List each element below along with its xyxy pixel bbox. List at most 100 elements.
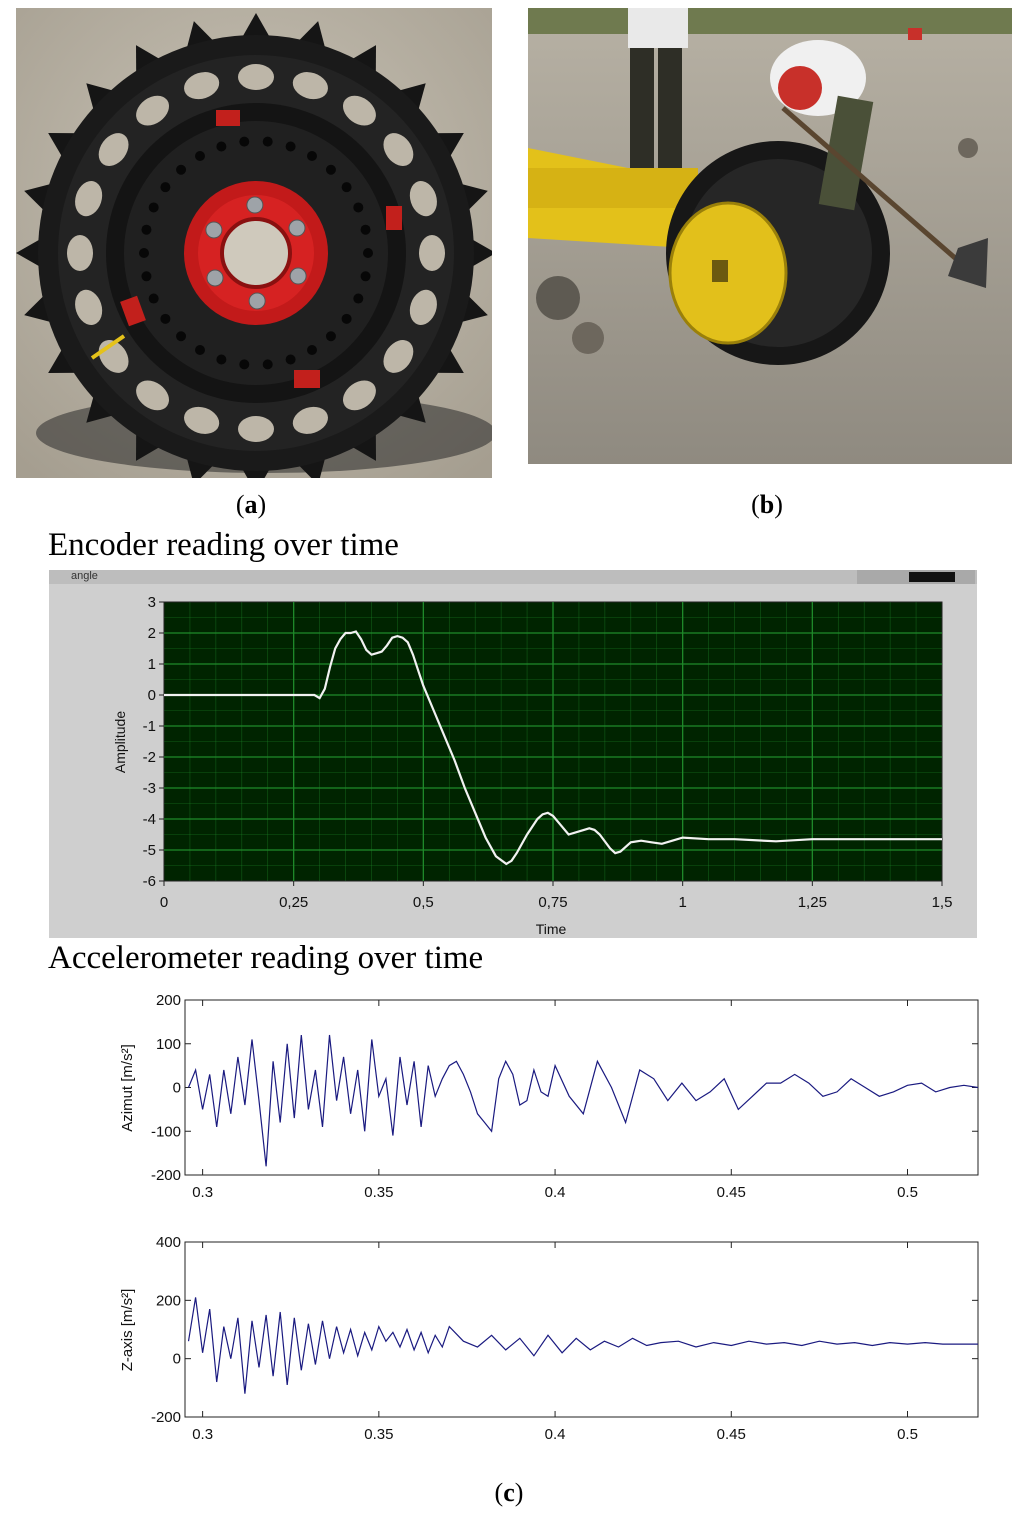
wheel-window — [184, 406, 220, 434]
wheel-bolt-hole — [341, 313, 352, 324]
encoder-x-axis-label: Time — [536, 921, 567, 937]
azimut-plot-area: 200 100 0 -100 -200 0.3 0.35 0.4 0.45 0.5 — [151, 992, 979, 1201]
z-axis-y-axis-label: Z-axis [m/s²] — [119, 1289, 136, 1372]
azimut-x-tick-label: 0.4 — [545, 1184, 566, 1201]
wheel-bolt-hole — [285, 141, 296, 152]
azimut-y-tick-label: -200 — [151, 1167, 181, 1184]
encoder-y-axis-label: Amplitude — [112, 711, 128, 773]
wheel-window — [136, 380, 169, 411]
wheel-bolt-hole — [176, 331, 187, 342]
encoder-plot-area: 0 0,25 0,5 0,75 1 1,25 1,5 3 2 1 0 -1 -2 -3 -4 -5 -6 — [143, 594, 953, 911]
encoder-x-tick-label: 1,5 — [932, 894, 953, 911]
wheel-bolt-hole — [360, 271, 371, 282]
wheel-window — [136, 95, 169, 126]
wheel-window — [238, 64, 274, 90]
wheel-bolt-hole — [353, 202, 364, 213]
wheel-bolt-hole — [360, 224, 371, 235]
wheel-bolt-holes — [139, 136, 373, 370]
azimut-y-axis-label: Azimut [m/s²] — [119, 1044, 136, 1132]
azimut-x-tick-label: 0.5 — [897, 1184, 918, 1201]
encoder-x-tick-label: 0,25 — [279, 894, 308, 911]
wheel-window — [238, 416, 274, 442]
wheel-bolt-hole — [341, 182, 352, 193]
wheel-bolt-hole — [141, 224, 152, 235]
wheel-bolt-hole — [307, 344, 317, 355]
wheel-window — [98, 133, 129, 166]
encoder-y-tick-label: 2 — [148, 625, 156, 642]
encoder-y-tick-label: -2 — [143, 749, 156, 766]
wheel-window — [409, 181, 437, 217]
panel-a-label: (a) — [235, 490, 267, 519]
azimut-y-tick-label: 200 — [156, 992, 181, 1009]
z-axis-y-tick-label: 400 — [156, 1234, 181, 1251]
wheel-bolt-hole — [160, 313, 171, 324]
encoder-x-tick-label: 0,75 — [538, 894, 567, 911]
wheel-bolt-hole — [139, 248, 149, 258]
wheel-window — [184, 72, 220, 100]
z-axis-plot-frame — [184, 1241, 979, 1418]
z-axis-y-tick-label: 200 — [156, 1292, 181, 1309]
wheel-window — [343, 95, 376, 126]
azimut-x-tick-label: 0.45 — [717, 1184, 746, 1201]
plot-legend-swatch — [909, 572, 955, 582]
wheel-bolt-hole — [148, 293, 159, 304]
accelerometer-heading: Accelerometer reading over time — [48, 940, 484, 976]
encoder-y-tick-label: -1 — [143, 718, 156, 735]
hub-bolt — [288, 219, 306, 237]
azimut-chart: 200 100 0 -100 -200 0.3 0.35 0.4 0.45 0.5 Azimut … — [119, 992, 979, 1201]
hub-bolt — [248, 292, 266, 310]
z-axis-chart: 400 200 0 -200 0.3 0.35 0.4 0.45 0.5 Z-axis [m/s… — [119, 1234, 979, 1443]
wheel-bolt-hole — [325, 164, 336, 175]
wheel-window — [419, 235, 445, 271]
wheel-bolt-hole — [285, 354, 296, 365]
wheel-bolt-hole — [160, 182, 171, 193]
wheel-window — [292, 406, 328, 434]
z-axis-x-tick-label: 0.4 — [545, 1426, 566, 1443]
z-axis-x-tick-label: 0.5 — [897, 1426, 918, 1443]
wheel-bolt-hole — [239, 136, 250, 147]
encoder-x-tick-label: 0,5 — [413, 894, 434, 911]
azimut-x-tick-label: 0.3 — [192, 1184, 213, 1201]
encoder-y-tick-label: -6 — [143, 873, 156, 890]
wheel-bolt-hole — [325, 331, 336, 342]
encoder-heading: Encoder reading over time — [48, 527, 399, 563]
encoder-series-line — [164, 630, 942, 866]
encoder-x-tick-label: 1 — [678, 894, 686, 911]
z-axis-plot-area: 400 200 0 -200 0.3 0.35 0.4 0.45 0.5 — [151, 1234, 979, 1443]
wheel-bolt-hole — [195, 344, 205, 355]
wheel-bolt-hole — [216, 354, 227, 365]
wheel-bolt-hole — [195, 151, 205, 162]
photo-b-field-test — [528, 8, 1012, 464]
encoder-y-tick-label: -4 — [143, 811, 156, 828]
wheel-window — [292, 72, 328, 100]
wheel-bolt-hole — [262, 136, 273, 147]
wheel-bolt-hole — [141, 271, 152, 282]
wheel-window — [409, 289, 437, 325]
wheel-bolt-hole — [239, 359, 250, 370]
wheel-window — [383, 340, 414, 373]
wheel-bolt-hole — [176, 164, 187, 175]
encoder-y-tick-label: 1 — [148, 656, 156, 673]
hub-bolt — [205, 221, 223, 239]
wheel-bolt-hole — [216, 141, 227, 152]
azimut-y-tick-label: -100 — [151, 1123, 181, 1140]
encoder-y-tick-label: -3 — [143, 780, 156, 797]
wheel-window — [383, 133, 414, 166]
azimut-y-tick-label: 100 — [156, 1036, 181, 1053]
encoder-y-tick-label: 3 — [148, 594, 156, 611]
wheel-window — [67, 235, 93, 271]
hub-bolt — [246, 196, 264, 214]
azimut-x-tick-label: 0.35 — [364, 1184, 393, 1201]
encoder-x-tick-label: 0 — [160, 894, 168, 911]
hub-bolt — [289, 267, 307, 285]
wheel-window — [343, 380, 376, 411]
encoder-y-tick-label: 0 — [148, 687, 156, 704]
wheel-bolt-hole — [148, 202, 159, 213]
encoder-chart: angle 0 0,25 0,5 0,75 1 1,25 1,5 3 2 1 0 -1 -2 -3 -4 -5… — [49, 570, 977, 938]
encoder-y-tick-label: -5 — [143, 842, 156, 859]
encoder-x-tick-label: 1,25 — [798, 894, 827, 911]
wheel-bolt-hole — [307, 151, 317, 162]
wheel-bolt-hole — [363, 248, 373, 258]
wheel-bolt-hole — [353, 293, 364, 304]
wheel-bolt-hole — [262, 359, 273, 370]
